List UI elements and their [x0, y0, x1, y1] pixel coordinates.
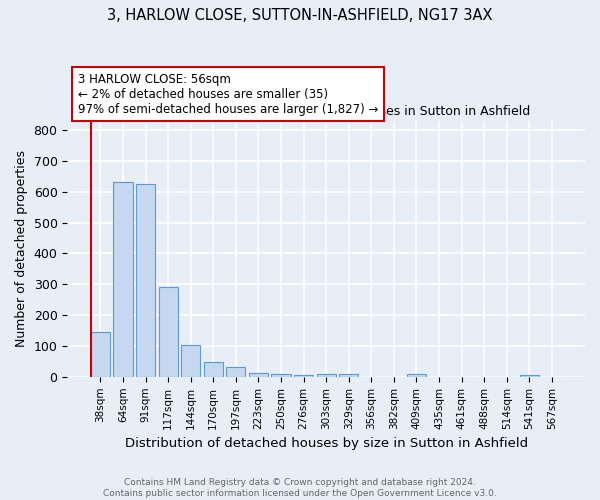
Y-axis label: Number of detached properties: Number of detached properties [15, 150, 28, 348]
Bar [407, 374, 426, 377]
Bar [520, 374, 539, 377]
X-axis label: Distribution of detached houses by size in Sutton in Ashfield: Distribution of detached houses by size … [125, 437, 528, 450]
Bar [91, 332, 110, 377]
Bar [249, 373, 268, 377]
Text: 3 HARLOW CLOSE: 56sqm
← 2% of detached houses are smaller (35)
97% of semi-detac: 3 HARLOW CLOSE: 56sqm ← 2% of detached h… [77, 72, 378, 116]
Bar [339, 374, 358, 377]
Bar [226, 367, 245, 377]
Bar [294, 374, 313, 377]
Bar [113, 182, 133, 377]
Bar [181, 345, 200, 377]
Title: Size of property relative to detached houses in Sutton in Ashfield: Size of property relative to detached ho… [122, 105, 530, 118]
Text: Contains HM Land Registry data © Crown copyright and database right 2024.
Contai: Contains HM Land Registry data © Crown c… [103, 478, 497, 498]
Bar [271, 374, 290, 377]
Text: 3, HARLOW CLOSE, SUTTON-IN-ASHFIELD, NG17 3AX: 3, HARLOW CLOSE, SUTTON-IN-ASHFIELD, NG1… [107, 8, 493, 22]
Bar [203, 362, 223, 377]
Bar [158, 288, 178, 377]
Bar [317, 374, 336, 377]
Bar [136, 184, 155, 377]
